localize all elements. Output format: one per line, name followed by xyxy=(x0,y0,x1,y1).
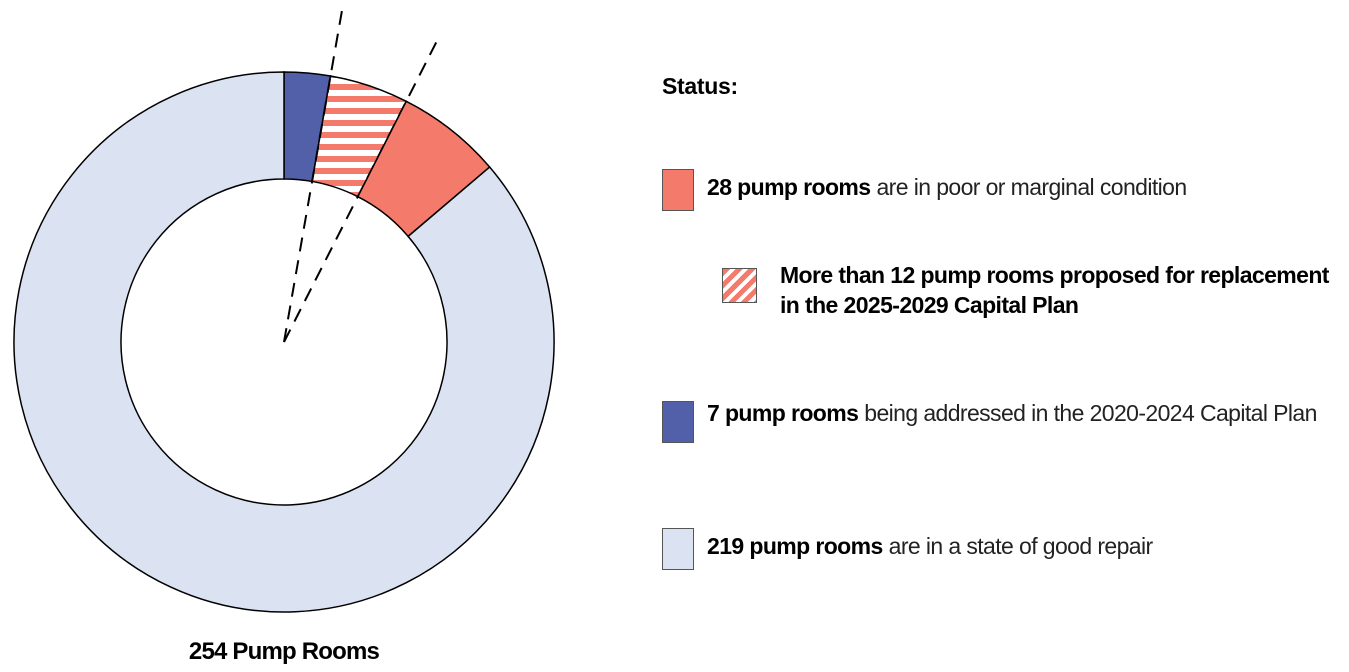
donut-slice xyxy=(13,71,555,613)
legend-desc: are in poor or marginal condition xyxy=(876,174,1187,200)
legend-text: More than 12 pump rooms proposed for rep… xyxy=(780,260,1345,320)
legend-bold: 28 pump rooms xyxy=(707,174,871,200)
legend-bold: 7 pump rooms xyxy=(707,400,859,426)
dashed-guide xyxy=(283,8,344,343)
legend-desc: being addressed in the 2020-2024 Capital… xyxy=(864,400,1317,426)
legend-swatch xyxy=(662,528,694,570)
legend-text: 28 pump rooms are in poor or marginal con… xyxy=(707,172,1347,202)
legend-title: Status: xyxy=(662,73,738,99)
chart-caption: 254 Pump Rooms xyxy=(188,638,380,665)
legend-bold: 219 pump rooms xyxy=(707,533,883,559)
legend-swatch xyxy=(722,268,757,303)
legend-bold: More than 12 pump rooms proposed for rep… xyxy=(780,262,1329,318)
legend-swatch xyxy=(662,169,694,211)
legend-text: 219 pump rooms are in a state of good rep… xyxy=(707,531,1347,561)
legend-desc: are in a state of good repair xyxy=(888,533,1153,559)
legend-text: 7 pump rooms being addressed in the 2020-… xyxy=(707,398,1347,428)
legend-swatch xyxy=(662,401,694,443)
